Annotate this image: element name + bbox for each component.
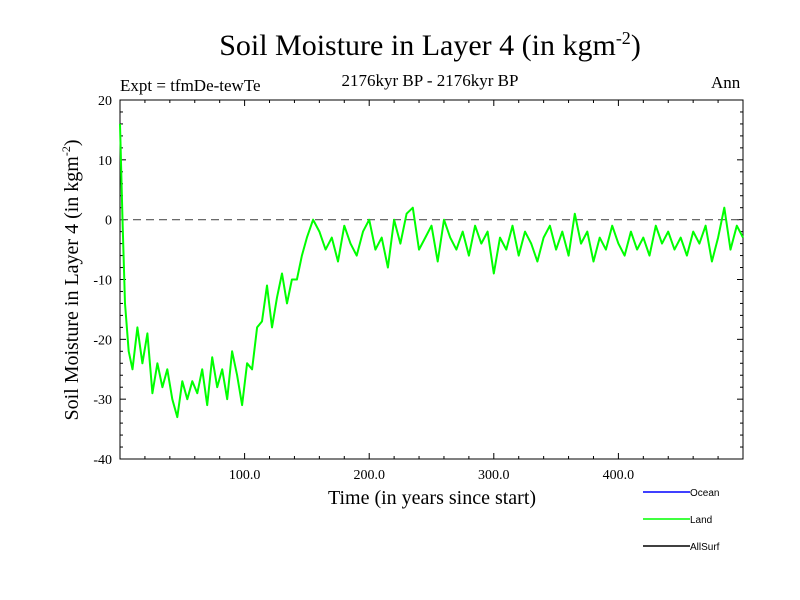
x-axis-label: Time (in years since start) <box>328 487 536 509</box>
series-layer <box>119 123 744 419</box>
series-line-land <box>119 123 744 419</box>
experiment-label: Expt = tfmDe-tewTe <box>120 76 261 95</box>
legend: Ocean Land AllSurf <box>643 488 720 553</box>
y-tick-label: 0 <box>105 214 112 229</box>
y-tick-label: -10 <box>93 274 112 289</box>
legend-label-allsurf: AllSurf <box>690 542 720 553</box>
legend-label-ocean: Ocean <box>690 488 719 499</box>
y-tick-label: -20 <box>93 333 112 348</box>
y-axis-label: Soil Moisture in Layer 4 (in kgm-2) <box>59 139 83 420</box>
y-tick-label: -30 <box>93 393 112 408</box>
x-tick-label: 100.0 <box>229 468 261 483</box>
x-tick-label: 200.0 <box>353 468 385 483</box>
season-label: Ann <box>711 73 741 92</box>
axis-ticks: 100.0 200.0 300.0 400.0 -40 -30 -20 -10 0 10 20 <box>93 94 743 483</box>
plot-frame <box>119 99 744 460</box>
x-tick-label: 300.0 <box>478 468 510 483</box>
x-tick-label: 400.0 <box>603 468 635 483</box>
y-tick-label: 20 <box>98 94 112 109</box>
period-label: 2176kyr BP - 2176kyr BP <box>341 71 519 90</box>
y-tick-label: 10 <box>98 154 112 169</box>
y-tick-label: -40 <box>93 453 112 468</box>
legend-label-land: Land <box>690 515 712 526</box>
chart-title: Soil Moisture in Layer 4 (in kgm-2) <box>219 28 641 62</box>
